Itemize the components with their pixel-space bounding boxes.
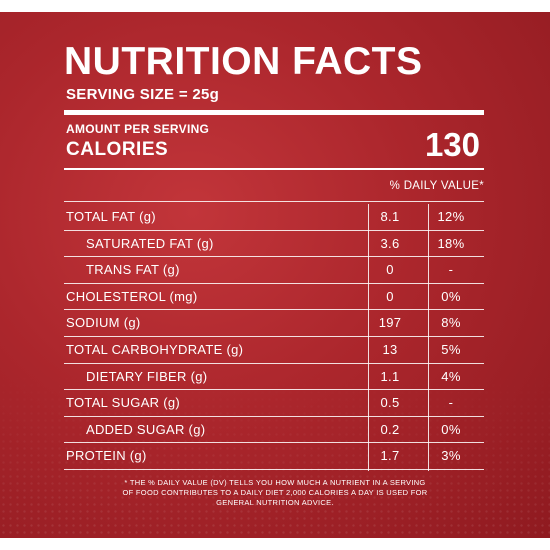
nutrient-amount: 1.7	[380, 448, 400, 464]
nutrient-label: CHOLESTEROL (mg)	[66, 288, 198, 304]
amount-per-serving: AMOUNT PER SERVING	[66, 122, 210, 136]
nutrient-daily-value: 0%	[441, 288, 461, 304]
nutrient-label: TOTAL CARBOHYDRATE (g)	[66, 341, 244, 357]
nutrient-daily-value: 3%	[441, 448, 461, 464]
calories-divider	[64, 168, 484, 170]
nutrient-label: TRANS FAT (g)	[86, 262, 180, 278]
nutrient-amount: 13	[382, 341, 398, 357]
nutrition-panel: NUTRITION FACTS SERVING SIZE = 25g AMOUN…	[0, 12, 550, 538]
nutrient-amount: 8.1	[380, 209, 400, 224]
table-column-divider	[368, 204, 369, 471]
table-row: SATURATED FAT (g) 3.6 18%	[64, 231, 484, 258]
nutrient-daily-value: 12%	[437, 209, 465, 224]
calories-value: 130	[424, 126, 480, 163]
table-row: TOTAL FAT (g) 8.1 12%	[64, 204, 484, 231]
dot-pattern-decoration	[0, 368, 550, 538]
nutrient-daily-value: 8%	[441, 315, 461, 331]
table-row: PROTEIN (g) 1.7 3%	[64, 443, 484, 470]
nutrient-daily-value: -	[448, 262, 454, 278]
table-top-divider	[64, 201, 484, 202]
table-row: TOTAL SUGAR (g) 0.5 -	[64, 390, 484, 417]
nutrient-daily-value: 5%	[441, 341, 461, 357]
calories-label: CALORIES	[66, 139, 169, 160]
nutrient-daily-value: 0%	[441, 421, 461, 437]
nutrient-amount: 0.2	[380, 421, 400, 437]
table-row: CHOLESTEROL (mg) 0 0%	[64, 284, 484, 311]
nutrient-daily-value: 18%	[437, 235, 465, 251]
daily-value-header: % DAILY VALUE*	[389, 180, 484, 192]
nutrient-daily-value: 4%	[441, 368, 461, 384]
nutrient-label: PROTEIN (g)	[66, 448, 147, 464]
serving-size: SERVING SIZE = 25g	[66, 86, 220, 103]
label-title: NUTRITION FACTS	[64, 40, 423, 83]
nutrient-label: TOTAL FAT (g)	[66, 209, 156, 224]
nutrient-amount: 0	[386, 288, 394, 304]
nutrient-amount: 197	[378, 315, 402, 331]
nutrient-amount: 1.1	[380, 368, 400, 384]
nutrient-label: SODIUM (g)	[66, 315, 141, 331]
daily-value-footnote: * THE % DAILY VALUE (DV) TELLS YOU HOW M…	[122, 478, 428, 507]
table-row: TOTAL CARBOHYDRATE (g) 13 5%	[64, 337, 484, 364]
table-row: DIETARY FIBER (g) 1.1 4%	[64, 364, 484, 391]
table-row: SODIUM (g) 197 8%	[64, 310, 484, 337]
thick-divider	[64, 110, 484, 115]
nutrient-amount: 0	[386, 262, 394, 278]
nutrient-amount: 0.5	[380, 395, 400, 411]
table-row: ADDED SUGAR (g) 0.2 0%	[64, 417, 484, 444]
nutrient-daily-value: -	[448, 395, 454, 411]
nutrient-table: TOTAL FAT (g) 8.1 12% SATURATED FAT (g) 3.6 1…	[64, 204, 484, 471]
nutrient-label: SATURATED FAT (g)	[86, 235, 214, 251]
nutrient-label: TOTAL SUGAR (g)	[66, 395, 181, 411]
table-row: TRANS FAT (g) 0 -	[64, 257, 484, 284]
table-column-divider	[428, 204, 429, 471]
nutrient-amount: 3.6	[380, 235, 400, 251]
nutrient-label: DIETARY FIBER (g)	[86, 368, 208, 384]
nutrient-label: ADDED SUGAR (g)	[86, 421, 206, 437]
